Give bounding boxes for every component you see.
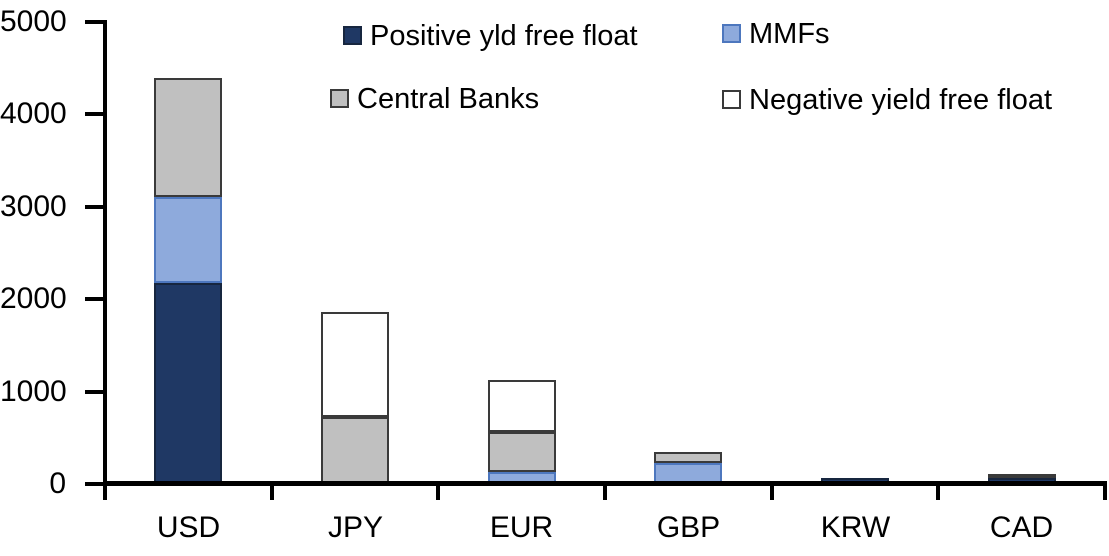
y-axis-line [103,20,107,486]
bar-segment-eur-3 [488,379,556,433]
y-tick-label: 2000 [0,282,67,316]
x-axis-tick [1103,481,1107,500]
legend-swatch-2 [330,89,349,108]
y-tick-label: 1000 [0,374,67,408]
x-axis-tick [270,481,274,500]
y-axis-tick [85,112,105,117]
y-axis-tick [85,20,105,24]
bar-segment-usd-1 [154,196,222,283]
legend-label: Positive yld free float [370,20,638,52]
bar-segment-gbp-2 [654,451,722,463]
category-label: GBP [656,511,721,544]
x-axis-tick [603,481,607,500]
y-tick-label: 4000 [0,97,67,131]
y-tick-label: 3000 [0,189,67,223]
bar-segment-jpy-3 [321,312,389,417]
bar-segment-eur-2 [488,432,556,472]
y-axis-tick [85,389,105,394]
category-label: USD [156,511,221,544]
y-axis-tick [85,297,105,302]
y-tick-label: 0 [49,467,66,500]
category-label: CAD [989,511,1054,544]
category-label: EUR [489,511,554,544]
bar-segment-cad-2 [988,474,1056,479]
y-axis-tick [85,204,105,209]
y-tick-label: 5000 [0,5,67,38]
legend-swatch-0 [343,26,362,45]
category-label: JPY [327,511,384,544]
bar-segment-jpy-2 [321,416,389,484]
legend-swatch-3 [722,90,741,109]
x-axis-tick [770,481,774,500]
bar-segment-usd-0 [154,282,222,484]
x-axis-tick [936,481,940,500]
y-axis-tick [85,482,105,486]
category-label: KRW [820,511,891,544]
legend-label: Negative yield free float [749,84,1053,116]
x-axis-tick [436,481,440,500]
legend-swatch-1 [722,24,741,43]
bar-segment-usd-2 [154,78,222,197]
x-axis-tick [103,481,107,500]
legend-label: MMFs [749,18,830,50]
legend-label: Central Banks [357,83,540,115]
